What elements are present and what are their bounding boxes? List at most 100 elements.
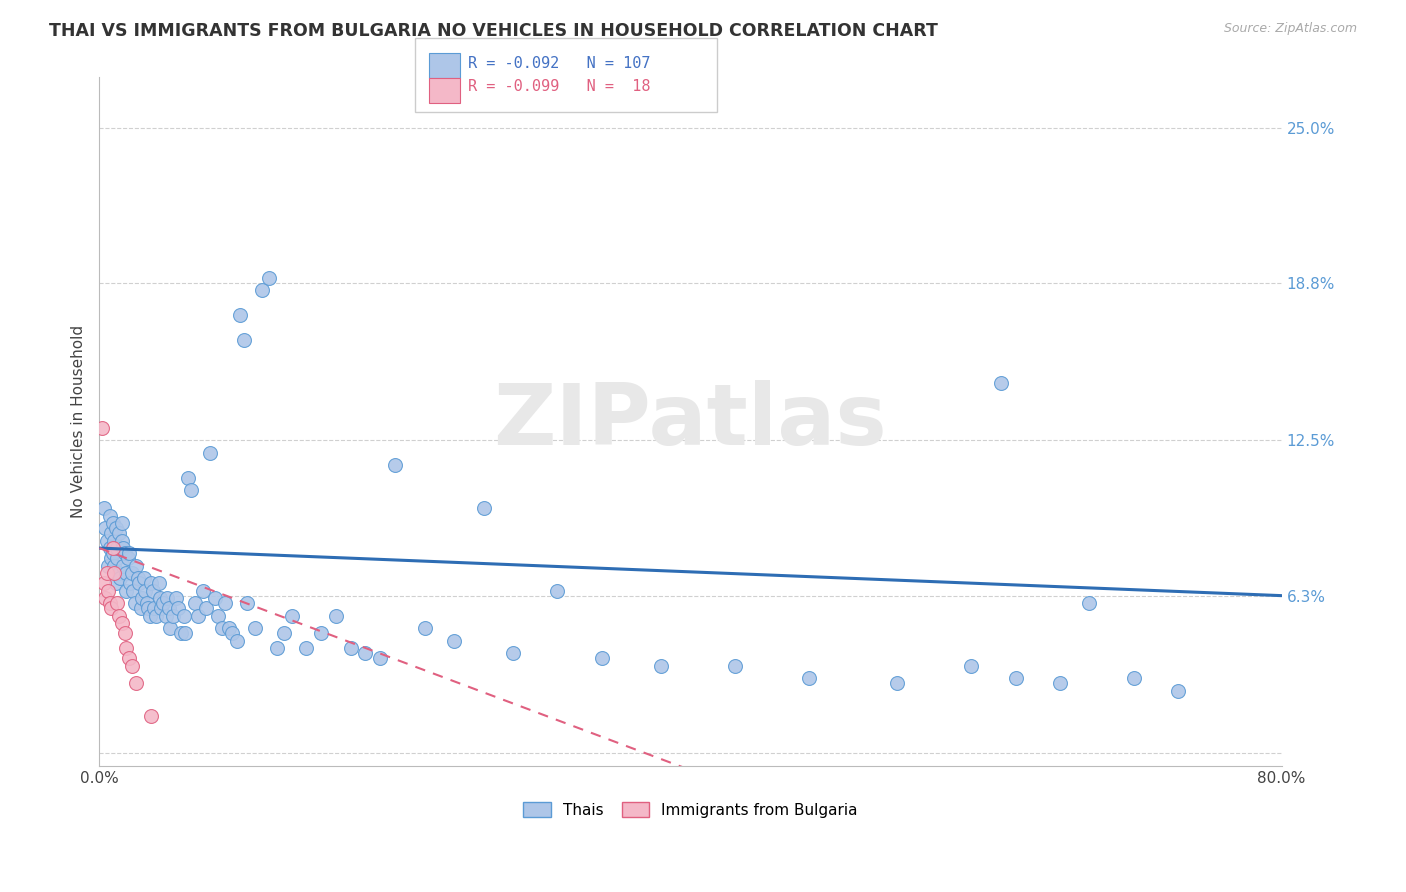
Point [132, 571, 155, 585]
Point [100, 551, 122, 566]
Point [96, 533, 118, 548]
Point [117, 551, 139, 566]
Point [1049, 676, 1071, 690]
Point [150, 601, 173, 615]
Point [325, 608, 347, 623]
Point [136, 601, 159, 615]
Point [110, 616, 132, 631]
Point [162, 608, 184, 623]
Point [115, 641, 138, 656]
Point [229, 308, 252, 322]
Point [797, 671, 820, 685]
Text: THAI VS IMMIGRANTS FROM BULGARIA NO VEHICLES IN HOUSEHOLD CORRELATION CHART: THAI VS IMMIGRANTS FROM BULGARIA NO VEHI… [49, 22, 938, 40]
Point [354, 646, 377, 660]
Point [1122, 671, 1144, 685]
Legend: Thais, Immigrants from Bulgaria: Thais, Immigrants from Bulgaria [517, 796, 865, 823]
Point [108, 571, 131, 585]
Point [211, 621, 233, 635]
Point [97, 558, 120, 573]
Point [100, 526, 122, 541]
Point [94, 591, 117, 606]
Point [105, 596, 128, 610]
Point [184, 596, 207, 610]
Point [97, 583, 120, 598]
Point [221, 626, 243, 640]
Point [125, 558, 148, 573]
Point [122, 583, 145, 598]
Point [166, 601, 188, 615]
Point [280, 608, 302, 623]
Point [105, 541, 128, 555]
Point [273, 626, 295, 640]
Point [93, 576, 115, 591]
Point [204, 591, 226, 606]
Point [138, 608, 160, 623]
Point [207, 608, 229, 623]
Point [143, 601, 166, 615]
Point [443, 633, 465, 648]
Point [413, 621, 436, 635]
Point [110, 533, 132, 548]
Point [101, 541, 124, 555]
Point [339, 641, 361, 656]
Point [134, 583, 156, 598]
Point [101, 516, 124, 530]
Point [990, 376, 1012, 390]
Text: ZIPatlas: ZIPatlas [494, 380, 887, 463]
Point [141, 708, 163, 723]
Point [96, 566, 118, 580]
Point [149, 591, 172, 606]
Point [266, 641, 288, 656]
Text: R = -0.092   N = 107: R = -0.092 N = 107 [468, 56, 651, 71]
Point [107, 566, 129, 580]
Point [103, 533, 125, 548]
Point [173, 608, 195, 623]
Point [200, 446, 222, 460]
Point [159, 621, 181, 635]
Point [148, 576, 170, 591]
Point [152, 596, 174, 610]
Point [107, 608, 129, 623]
Point [142, 583, 165, 598]
Point [125, 676, 148, 690]
Point [98, 596, 121, 610]
Point [114, 626, 136, 640]
Point [1167, 683, 1189, 698]
Point [124, 596, 146, 610]
Point [145, 608, 167, 623]
Point [141, 576, 163, 591]
Point [103, 558, 125, 573]
Point [177, 471, 200, 485]
Point [547, 583, 569, 598]
Point [384, 458, 406, 473]
Point [121, 658, 143, 673]
Point [115, 583, 138, 598]
Point [191, 583, 214, 598]
Point [502, 646, 524, 660]
Point [110, 516, 132, 530]
Point [724, 658, 747, 673]
Point [91, 421, 114, 435]
Point [118, 651, 141, 665]
Point [101, 546, 124, 560]
Point [259, 270, 281, 285]
Point [309, 626, 332, 640]
Point [103, 566, 125, 580]
Point [98, 541, 121, 555]
Point [104, 521, 127, 535]
Text: Source: ZipAtlas.com: Source: ZipAtlas.com [1223, 22, 1357, 36]
Point [472, 501, 495, 516]
Point [960, 658, 983, 673]
Point [100, 601, 122, 615]
Point [121, 566, 143, 580]
Point [131, 591, 153, 606]
Point [104, 576, 127, 591]
Point [236, 596, 259, 610]
Point [180, 483, 202, 498]
Point [225, 633, 247, 648]
Point [128, 576, 150, 591]
Point [157, 601, 180, 615]
Point [194, 601, 217, 615]
Point [591, 651, 613, 665]
Point [165, 591, 187, 606]
